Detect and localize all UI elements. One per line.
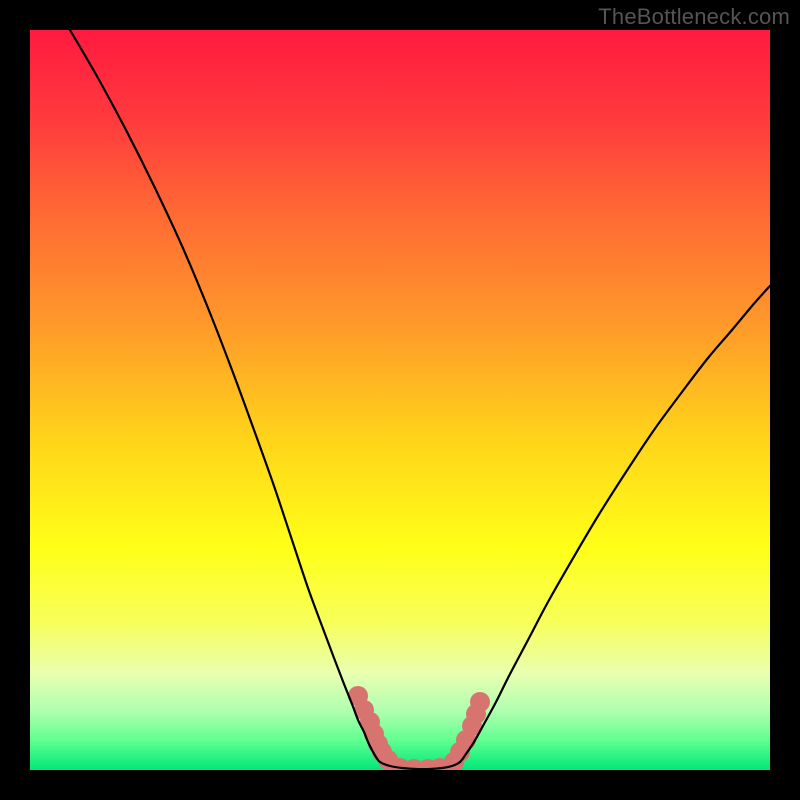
plot-area	[30, 30, 770, 770]
valley-highlight-dots	[348, 686, 490, 770]
curve-line	[70, 30, 770, 769]
bottleneck-curve	[30, 30, 770, 770]
highlight-dot	[470, 692, 490, 712]
watermark-text: TheBottleneck.com	[598, 4, 790, 30]
